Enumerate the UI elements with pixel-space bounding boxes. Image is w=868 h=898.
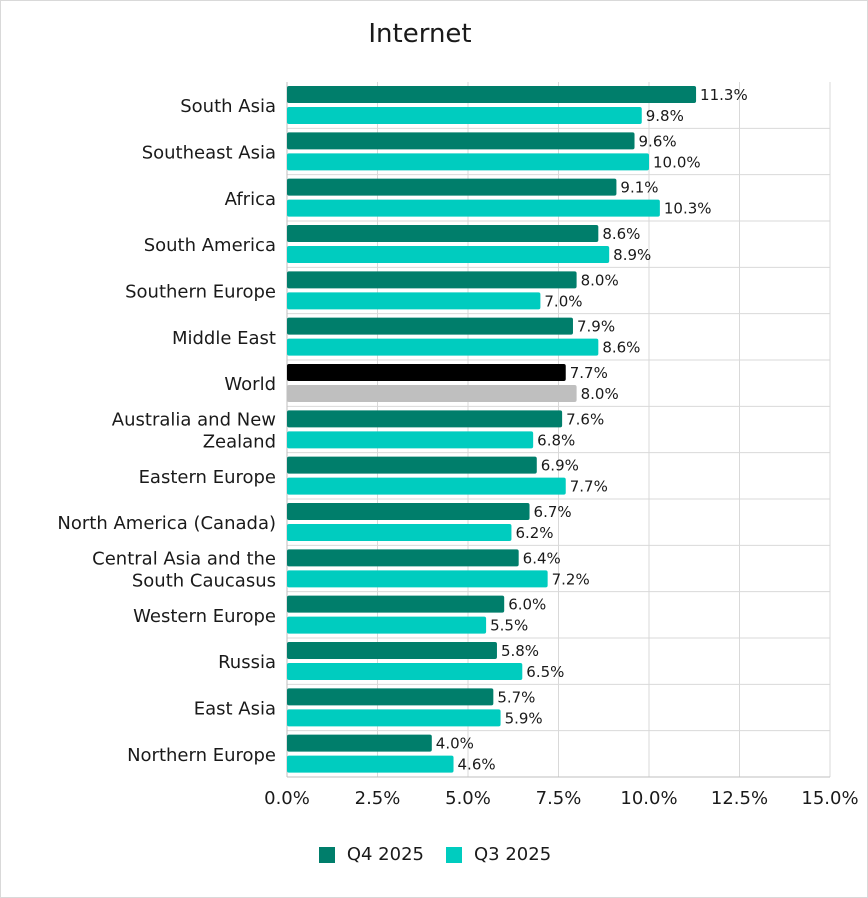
bar-chart: 0.0% 2.5% 5.0% 7.5% 10.0% 12.5% 15.0% South Asi…	[57, 82, 859, 809]
chart-legend: Q4 2025 Q3 2025	[1, 844, 868, 865]
bar-q4	[287, 456, 537, 474]
legend-swatch-q4	[318, 846, 335, 863]
bar-q4	[287, 86, 697, 103]
data-label-q3: 10.0%	[653, 153, 701, 171]
category-label: South Asia	[180, 96, 276, 117]
data-label-q4: 9.6%	[639, 132, 677, 150]
category-label: North America (Canada)	[57, 513, 276, 534]
bar-q4	[287, 132, 635, 150]
x-tick-label: 5.0%	[445, 788, 491, 809]
data-label-q3: 7.0%	[544, 292, 582, 310]
category-label: Southeast Asia	[142, 143, 276, 164]
data-label-q3: 6.5%	[526, 663, 564, 681]
category-label: Australia and New Zealand	[112, 410, 276, 453]
data-label-q3: 8.0%	[581, 385, 619, 403]
bar-q4	[287, 734, 432, 752]
legend-label-q4: Q4 2025	[346, 844, 424, 865]
data-label-q3: 6.8%	[537, 431, 575, 449]
bar-q3	[287, 246, 610, 263]
category-label: Russia	[218, 652, 276, 673]
data-label-q3: 5.9%	[505, 709, 543, 727]
legend-label-q3: Q3 2025	[474, 844, 552, 865]
bar-q3	[287, 755, 454, 773]
bar-q3	[287, 524, 512, 541]
bar-q4	[287, 178, 617, 196]
category-label: Middle East	[172, 328, 276, 349]
data-label-q4: 4.0%	[436, 735, 474, 753]
data-label-q4: 8.0%	[581, 271, 619, 289]
data-label-q4: 7.6%	[566, 410, 604, 428]
bar-q3	[287, 431, 534, 449]
data-label-q3: 7.2%	[552, 570, 590, 588]
data-label-q4: 7.9%	[577, 318, 615, 336]
bar-q4	[287, 271, 577, 289]
bar-q4	[287, 410, 563, 428]
bar-q4	[287, 642, 497, 659]
bar-q3	[287, 477, 566, 495]
bar-q4	[287, 503, 530, 520]
data-label-q4: 6.9%	[541, 457, 579, 475]
bar-q3	[287, 292, 541, 310]
x-tick-label: 7.5%	[536, 788, 582, 809]
data-label-q4: 5.8%	[501, 642, 539, 660]
bar-q4	[287, 595, 505, 613]
category-label: Northern Europe	[127, 745, 276, 766]
chart-title: Internet	[368, 19, 472, 49]
data-label-q3: 7.7%	[570, 478, 608, 496]
data-label-q3: 8.6%	[602, 339, 640, 357]
bar-q3	[287, 570, 548, 588]
x-tick-label: 10.0%	[620, 788, 677, 809]
category-label: World	[224, 374, 276, 395]
data-label-q4: 8.6%	[602, 225, 640, 243]
data-label-q4: 5.7%	[497, 688, 535, 706]
x-tick-label: 2.5%	[355, 788, 401, 809]
bar-q3	[287, 153, 649, 171]
x-tick-label: 12.5%	[711, 788, 768, 809]
bar-q3	[287, 663, 523, 680]
data-label-q4: 6.0%	[508, 596, 546, 614]
category-label: Western Europe	[133, 606, 276, 627]
category-label: Southern Europe	[125, 282, 276, 303]
data-label-q3: 9.8%	[646, 107, 684, 125]
category-label: South America	[144, 235, 276, 256]
category-label: Central Asia and the South Caucasus	[92, 549, 276, 592]
data-label-q4: 11.3%	[700, 86, 748, 104]
bar-q3	[287, 107, 642, 124]
category-label: Africa	[225, 189, 276, 210]
x-tick-label: 0.0%	[264, 788, 310, 809]
bar-q4	[287, 225, 599, 242]
bar-q4	[287, 688, 494, 706]
bar-q4	[287, 549, 519, 567]
bar-q3	[287, 338, 599, 356]
legend-item-q3: Q3 2025	[446, 844, 551, 865]
bar-q3	[287, 709, 501, 727]
x-tick-label: 15.0%	[801, 788, 858, 809]
data-label-q4: 7.7%	[570, 364, 608, 382]
data-label-q3: 10.3%	[664, 200, 712, 218]
category-label: Eastern Europe	[139, 467, 276, 488]
category-label: East Asia	[194, 699, 276, 720]
data-label-q4: 9.1%	[620, 179, 658, 197]
bar-q4	[287, 364, 566, 381]
data-label-q4: 6.7%	[534, 503, 572, 521]
data-label-q3: 4.6%	[458, 756, 496, 774]
bar-q3	[287, 385, 577, 402]
bar-q4	[287, 317, 573, 335]
data-label-q3: 5.5%	[490, 617, 528, 635]
legend-item-q4: Q4 2025	[318, 844, 424, 865]
legend-swatch-q3	[446, 846, 462, 863]
bar-q3	[287, 616, 487, 634]
bar-q3	[287, 199, 660, 217]
data-label-q4: 6.4%	[523, 549, 561, 567]
data-label-q3: 8.9%	[613, 246, 651, 264]
data-label-q3: 6.2%	[515, 524, 553, 542]
